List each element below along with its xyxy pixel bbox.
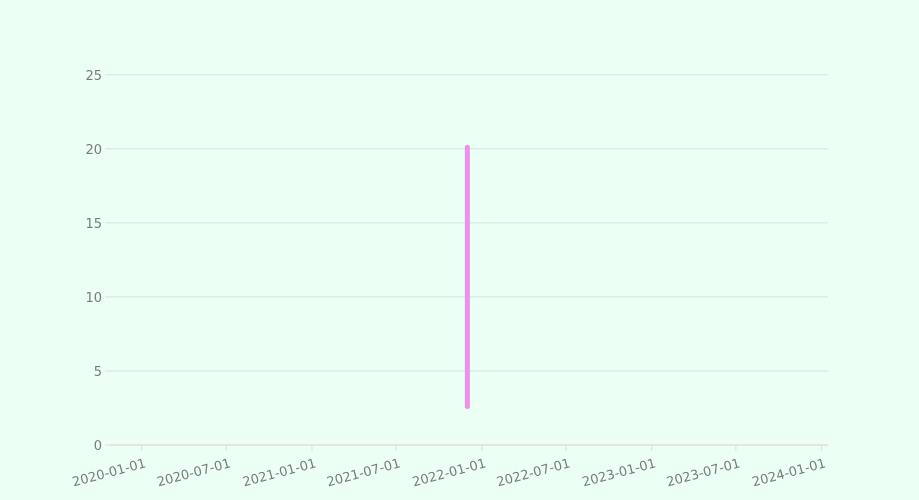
x-tick-label: 2022-01-01 [411, 456, 488, 490]
y-tick-label: 10 [85, 291, 102, 306]
y-tick-label: 0 [94, 439, 102, 454]
plot-area [464, 144, 470, 409]
y-tick-label: 5 [94, 365, 102, 380]
x-axis: 2020-01-01 2020-07-01 2021-01-01 2021-07-01… [71, 444, 828, 490]
y-tick-label: 25 [85, 69, 102, 84]
data-point-0 [464, 404, 470, 409]
x-tick-label: 2020-01-01 [71, 456, 148, 490]
x-tick-label: 2021-07-01 [325, 456, 402, 490]
x-tick-label: 2020-07-01 [155, 456, 232, 490]
x-tick-label: 2021-01-01 [241, 456, 318, 490]
x-tick-label: 2023-01-01 [581, 456, 658, 490]
y-axis: 0 5 10 15 20 25 [85, 69, 110, 454]
x-tick-label: 2022-07-01 [495, 456, 572, 490]
y-tick-label: 15 [85, 217, 102, 232]
y-tick-label: 20 [85, 143, 102, 158]
x-tick-label: 2023-07-01 [665, 456, 742, 490]
x-tick-label: 2024-01-01 [751, 456, 828, 490]
data-point-1 [464, 144, 470, 150]
